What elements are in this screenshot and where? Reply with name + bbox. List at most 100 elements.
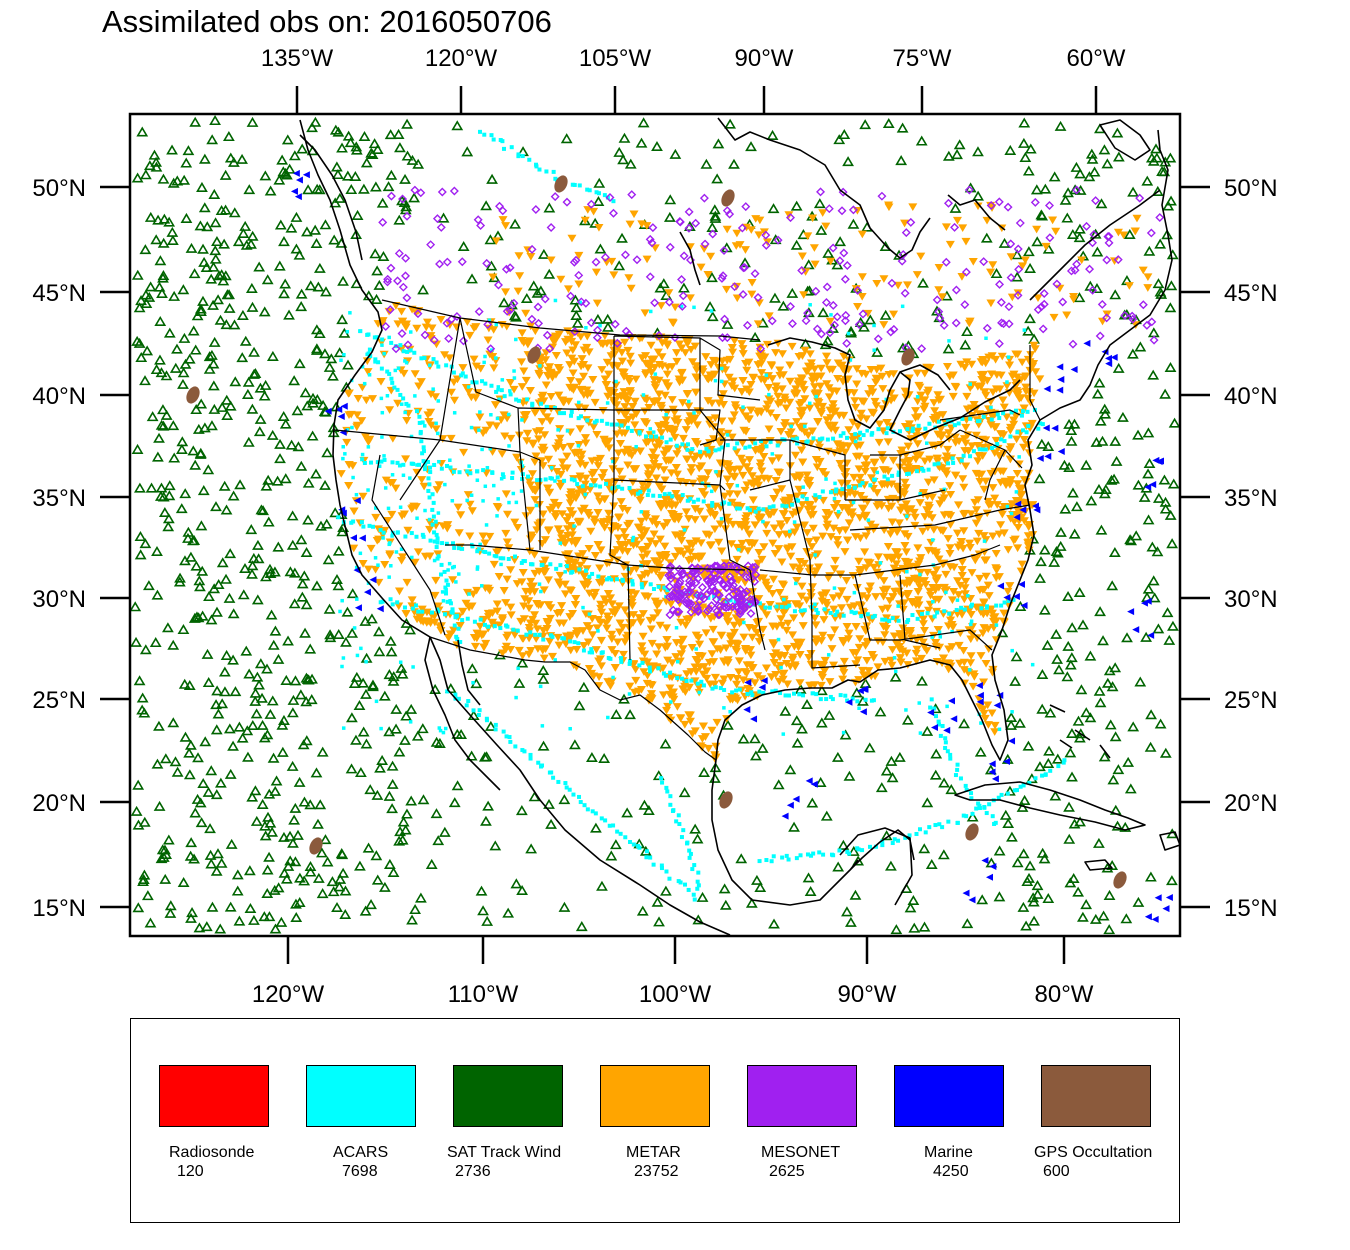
metar-ob-marker bbox=[851, 660, 861, 668]
metar-ob-marker bbox=[787, 342, 797, 351]
metar-ob-marker bbox=[648, 448, 658, 457]
sat-wind-ob-marker bbox=[293, 776, 306, 787]
metar-ob-marker bbox=[604, 509, 614, 518]
sat-wind-ob-marker bbox=[211, 685, 224, 696]
sat-wind-ob-marker bbox=[376, 754, 389, 765]
sat-wind-ob-marker bbox=[312, 818, 324, 829]
metar-ob-marker bbox=[802, 529, 812, 537]
metar-ob-marker bbox=[833, 541, 843, 549]
acars-ob-marker bbox=[989, 417, 994, 422]
metar-ob-marker bbox=[771, 414, 781, 422]
metar-ob-marker bbox=[1013, 350, 1023, 359]
sat-wind-ob-marker bbox=[602, 321, 614, 332]
sat-wind-ob-marker bbox=[841, 906, 853, 917]
sat-wind-ob-marker bbox=[843, 770, 856, 781]
metar-ob-marker bbox=[432, 486, 442, 494]
sat-wind-ob-marker bbox=[332, 545, 345, 556]
sat-wind-ob-marker bbox=[1132, 479, 1145, 490]
sat-wind-ob-marker bbox=[188, 853, 200, 864]
sat-wind-ob-marker bbox=[150, 156, 163, 167]
sat-wind-ob-marker bbox=[1063, 461, 1076, 472]
metar-ob-marker bbox=[537, 393, 547, 402]
sat-wind-ob-marker bbox=[482, 800, 495, 811]
sat-wind-ob-marker bbox=[1093, 685, 1106, 696]
metar-ob-marker bbox=[799, 559, 809, 568]
metar-ob-marker bbox=[911, 649, 921, 658]
sat-wind-ob-marker bbox=[1101, 677, 1114, 688]
metar-ob-marker bbox=[728, 520, 738, 529]
sat-wind-ob-marker bbox=[1106, 580, 1119, 591]
acars-ob-marker bbox=[468, 471, 473, 476]
acars-ob-marker bbox=[590, 571, 595, 576]
metar-ob-marker bbox=[652, 650, 662, 659]
metar-ob-marker bbox=[968, 682, 978, 691]
sat-wind-ob-marker bbox=[159, 844, 171, 855]
sat-wind-ob-marker bbox=[171, 766, 184, 777]
metar-ob-marker bbox=[613, 638, 623, 647]
metar-ob-marker bbox=[883, 467, 893, 476]
metar-ob-marker bbox=[730, 401, 740, 409]
metar-ob-marker bbox=[754, 595, 764, 603]
metar-ob-marker bbox=[502, 322, 512, 331]
acars-ob-marker bbox=[1015, 430, 1020, 435]
sat-wind-ob-marker bbox=[451, 728, 464, 739]
sat-wind-ob-marker bbox=[921, 797, 934, 808]
metar-ob-marker bbox=[607, 635, 617, 643]
metar-ob-marker bbox=[729, 411, 739, 420]
sat-wind-ob-marker bbox=[937, 849, 950, 860]
acars-ob-marker bbox=[451, 370, 456, 375]
sat-wind-ob-marker bbox=[1161, 607, 1174, 618]
metar-ob-marker bbox=[530, 327, 540, 336]
metar-ob-marker bbox=[990, 728, 1000, 736]
acars-ob-marker bbox=[674, 443, 679, 448]
metar-ob-marker bbox=[538, 462, 548, 470]
metar-ob-marker bbox=[912, 645, 922, 654]
sat-wind-ob-marker bbox=[918, 843, 931, 854]
metar-ob-marker bbox=[749, 505, 759, 514]
metar-ob-marker bbox=[975, 586, 985, 595]
sat-wind-ob-marker bbox=[721, 318, 734, 329]
metar-ob-marker bbox=[654, 643, 664, 651]
acars-ob-marker bbox=[787, 603, 792, 608]
sat-wind-ob-marker bbox=[790, 239, 803, 250]
metar-ob-marker bbox=[855, 565, 865, 574]
metar-ob-marker bbox=[732, 680, 742, 689]
metar-ob-marker bbox=[837, 504, 847, 512]
metar-ob-marker bbox=[974, 529, 984, 538]
acars-ob-marker bbox=[858, 430, 863, 435]
sat-wind-ob-marker bbox=[815, 224, 828, 235]
metar-ob-marker bbox=[398, 553, 408, 561]
metar-ob-marker bbox=[498, 614, 508, 622]
metar-ob-marker bbox=[954, 437, 964, 446]
metar-ob-marker bbox=[829, 661, 839, 670]
sat-wind-ob-marker bbox=[253, 679, 265, 690]
sat-wind-ob-marker bbox=[144, 211, 157, 222]
sat-wind-ob-marker bbox=[842, 156, 854, 167]
metar-ob-marker bbox=[756, 634, 766, 642]
sat-wind-ob-marker bbox=[724, 118, 737, 129]
sat-wind-ob-marker bbox=[293, 358, 306, 369]
metar-ob-marker bbox=[502, 510, 512, 519]
metar-ob-marker bbox=[571, 494, 581, 503]
sat-wind-ob-marker bbox=[481, 915, 494, 926]
sat-wind-ob-marker bbox=[218, 238, 231, 249]
sat-wind-ob-marker bbox=[220, 649, 233, 660]
acars-ob-marker bbox=[630, 579, 635, 584]
metar-ob-marker bbox=[959, 510, 969, 519]
acars-ob-marker bbox=[905, 427, 910, 432]
metar-ob-marker bbox=[575, 475, 585, 483]
sat-wind-ob-marker bbox=[392, 128, 405, 139]
sat-wind-ob-marker bbox=[930, 748, 943, 759]
metar-ob-marker bbox=[752, 628, 762, 637]
acars-ob-marker bbox=[780, 503, 785, 508]
metar-ob-marker bbox=[761, 664, 771, 673]
metar-ob-marker bbox=[798, 622, 808, 630]
metar-ob-marker bbox=[450, 396, 460, 405]
acars-ob-marker bbox=[713, 448, 718, 453]
metar-ob-marker bbox=[844, 519, 854, 527]
metar-ob-marker bbox=[818, 631, 828, 640]
sat-wind-ob-marker bbox=[1103, 889, 1116, 900]
metar-ob-marker bbox=[503, 631, 513, 640]
metar-ob-marker bbox=[572, 627, 582, 635]
